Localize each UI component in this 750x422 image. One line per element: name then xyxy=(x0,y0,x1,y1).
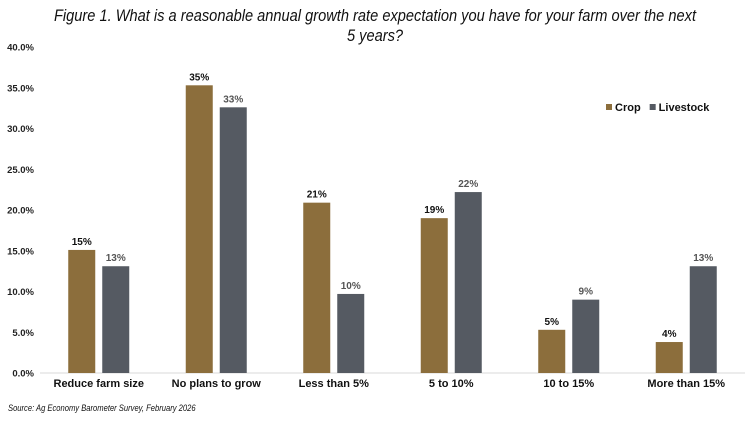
bar-crop xyxy=(538,329,566,373)
data-label-crop: 15% xyxy=(72,237,92,248)
y-tick-label: 5.0% xyxy=(12,328,34,339)
x-tick-label: 10 to 15% xyxy=(543,378,594,390)
bar-livestock xyxy=(102,266,130,373)
y-tick-label: 10.0% xyxy=(7,287,34,298)
y-tick-label: 30.0% xyxy=(7,124,34,135)
source-note: Source: Ag Economy Barometer Survey, Feb… xyxy=(8,403,196,414)
legend-label: Crop xyxy=(615,102,641,114)
data-label-livestock: 10% xyxy=(341,281,361,292)
y-tick-label: 35.0% xyxy=(7,83,34,94)
data-label-crop: 19% xyxy=(424,205,444,216)
y-tick-label: 40.0% xyxy=(7,43,34,54)
bar-livestock xyxy=(454,192,482,373)
legend-swatch xyxy=(649,104,656,110)
data-label-crop: 35% xyxy=(189,72,209,83)
y-tick-label: 25.0% xyxy=(7,165,34,176)
bar-livestock xyxy=(219,107,247,373)
data-label-livestock: 9% xyxy=(579,287,594,298)
bar-crop xyxy=(68,249,96,373)
data-label-crop: 4% xyxy=(662,329,677,340)
legend-label: Livestock xyxy=(659,102,711,114)
bar-crop xyxy=(185,85,213,374)
chart-title: Figure 1. What is a reasonable annual gr… xyxy=(53,6,697,45)
data-label-crop: 21% xyxy=(307,190,327,201)
data-label-livestock: 33% xyxy=(223,94,243,105)
x-tick-label: Less than 5% xyxy=(299,378,370,390)
y-tick-label: 0.0% xyxy=(12,369,34,380)
data-label-crop: 5% xyxy=(545,317,560,328)
bar-livestock xyxy=(689,266,717,373)
x-tick-label: Reduce farm size xyxy=(54,378,144,390)
legend-swatch xyxy=(606,104,612,110)
x-tick-label: 5 to 10% xyxy=(429,378,474,390)
x-tick-label: More than 15% xyxy=(647,378,725,390)
bar-crop xyxy=(420,218,448,373)
bar-livestock xyxy=(572,299,600,373)
bar-livestock xyxy=(337,293,365,373)
x-tick-label: No plans to grow xyxy=(172,378,262,390)
data-label-livestock: 22% xyxy=(458,179,478,190)
data-label-livestock: 13% xyxy=(106,253,126,264)
bar-crop xyxy=(655,342,683,373)
bar-crop xyxy=(303,202,331,373)
y-tick-label: 20.0% xyxy=(7,206,34,217)
y-tick-label: 15.0% xyxy=(7,246,34,257)
data-label-livestock: 13% xyxy=(693,253,713,264)
